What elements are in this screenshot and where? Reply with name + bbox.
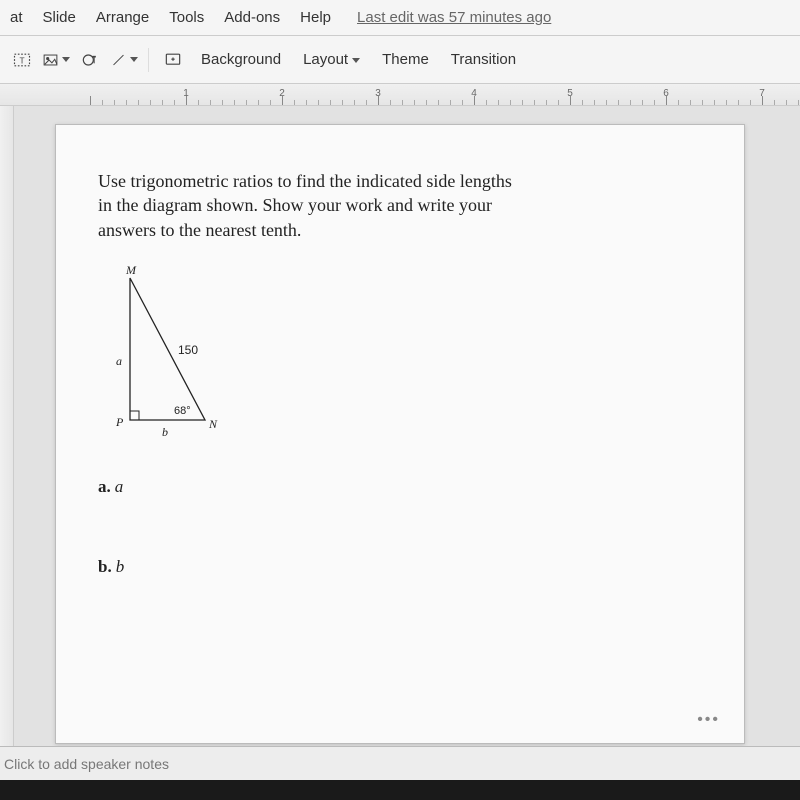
menu-bar: at Slide Arrange Tools Add-ons Help Last… [0, 0, 800, 36]
answer-prompts: a.a b.b [98, 477, 702, 577]
canvas-area: Use trigonometric ratios to find the ind… [0, 106, 800, 746]
vertical-ruler [0, 106, 14, 746]
answer-b: b.b [98, 557, 702, 577]
speaker-notes-placeholder: Click to add speaker notes [4, 756, 169, 772]
overflow-menu-icon[interactable]: ••• [697, 711, 720, 729]
problem-prompt: Use trigonometric ratios to find the ind… [98, 169, 518, 242]
svg-text:P: P [115, 415, 124, 429]
line-tool-icon[interactable] [110, 46, 138, 74]
layout-button[interactable]: Layout [295, 47, 368, 72]
triangle-diagram: MPN150ab68° [100, 270, 702, 455]
speaker-notes[interactable]: Click to add speaker notes [0, 746, 800, 780]
shape-tool-icon[interactable] [76, 46, 104, 74]
background-button[interactable]: Background [193, 47, 289, 72]
svg-text:M: M [125, 263, 137, 277]
bottom-bar [0, 780, 800, 800]
textbox-tool-icon[interactable]: T [8, 46, 36, 74]
slide[interactable]: Use trigonometric ratios to find the ind… [55, 124, 745, 744]
last-edit-link[interactable]: Last edit was 57 minutes ago [357, 9, 551, 26]
svg-text:a: a [116, 354, 122, 368]
menu-item-slide[interactable]: Slide [37, 5, 82, 30]
menu-item-tools[interactable]: Tools [163, 5, 210, 30]
svg-text:N: N [208, 417, 218, 431]
image-tool-icon[interactable] [42, 46, 70, 74]
menu-item-help[interactable]: Help [294, 5, 337, 30]
svg-text:68°: 68° [174, 405, 191, 417]
answer-a: a.a [98, 477, 702, 497]
svg-text:150: 150 [178, 343, 198, 357]
comment-tool-icon[interactable] [159, 46, 187, 74]
menu-item-arrange[interactable]: Arrange [90, 5, 155, 30]
menu-item-addons[interactable]: Add-ons [218, 5, 286, 30]
toolbar-separator [148, 48, 149, 72]
theme-button[interactable]: Theme [374, 47, 437, 72]
svg-text:b: b [162, 425, 168, 439]
horizontal-ruler: 1234567 [0, 84, 800, 106]
toolbar: T Background Layout Theme Transition [0, 36, 800, 84]
svg-text:T: T [20, 55, 25, 65]
transition-button[interactable]: Transition [443, 47, 524, 72]
menu-item-format[interactable]: at [4, 5, 29, 30]
